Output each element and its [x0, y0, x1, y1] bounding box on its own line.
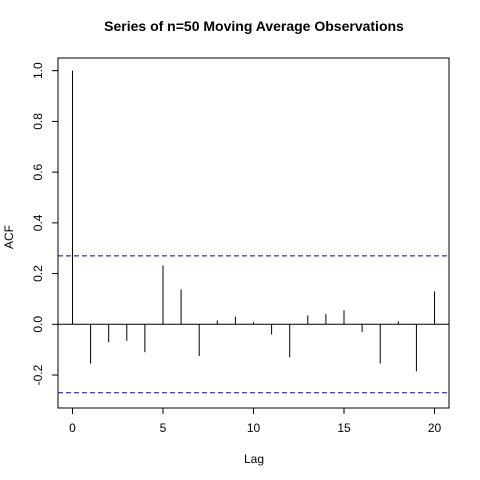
chart-title: Series of n=50 Moving Average Observatio…: [104, 18, 404, 34]
y-tick-label: -0.2: [31, 364, 45, 385]
x-tick-label: 10: [247, 421, 261, 435]
x-axis: 0 5 10 15 20: [69, 407, 442, 435]
y-tick-label: 1.0: [31, 62, 45, 79]
x-axis-label: Lag: [244, 452, 264, 466]
y-tick-label: 0.6: [31, 163, 45, 180]
y-tick-label: 0.2: [31, 265, 45, 282]
confidence-bounds: [58, 255, 449, 394]
acf-bars: [71, 70, 436, 372]
y-tick-label: 0.4: [31, 214, 45, 231]
y-tick-label: 0.0: [31, 316, 45, 333]
x-tick-label: 5: [160, 421, 167, 435]
x-tick-label: 20: [428, 421, 442, 435]
x-tick-label: 0: [69, 421, 76, 435]
plot-frame: [57, 57, 450, 409]
y-axis: -0.2 0.0 0.2 0.4 0.6 0.8 1.0: [31, 62, 59, 385]
x-tick-label: 15: [337, 421, 351, 435]
y-tick-label: 0.8: [31, 113, 45, 130]
y-axis-label: ACF: [2, 225, 16, 249]
